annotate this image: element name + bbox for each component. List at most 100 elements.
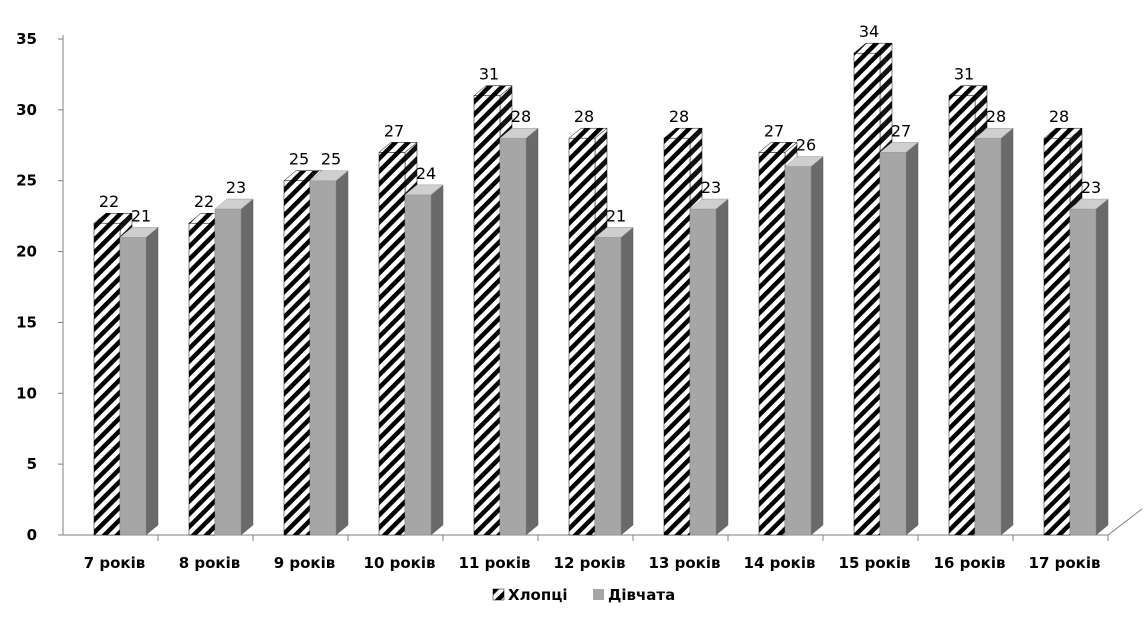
bar-front bbox=[309, 180, 337, 536]
bar-top bbox=[1043, 127, 1083, 139]
bar-top bbox=[594, 227, 634, 238]
bar-front bbox=[93, 222, 121, 536]
x-tick-label: 7 років bbox=[84, 554, 146, 572]
bar-front bbox=[663, 137, 691, 536]
bar-girls bbox=[689, 198, 729, 536]
data-label: 23 bbox=[1081, 178, 1101, 197]
bar-top bbox=[568, 127, 608, 139]
bar-top bbox=[378, 142, 418, 153]
data-label: 23 bbox=[226, 178, 246, 197]
bar-girls bbox=[1069, 198, 1109, 536]
bar-side bbox=[715, 198, 729, 536]
x-tick-label: 11 років bbox=[459, 554, 531, 572]
y-tick-label: 0 bbox=[27, 526, 37, 544]
y-tick-label: 10 bbox=[16, 384, 37, 402]
bar-top bbox=[404, 184, 444, 196]
data-label: 24 bbox=[416, 164, 436, 183]
bar-side bbox=[1000, 127, 1014, 536]
bar-top bbox=[879, 142, 919, 153]
bar-girls bbox=[214, 198, 254, 536]
data-label: 22 bbox=[194, 192, 214, 211]
data-label: 34 bbox=[859, 22, 879, 41]
bar-top bbox=[119, 227, 159, 238]
legend-swatch-boys bbox=[492, 588, 505, 601]
bar-girls bbox=[594, 226, 634, 536]
bar-top bbox=[499, 127, 539, 139]
y-tick-label: 5 bbox=[27, 455, 37, 473]
bar-girls bbox=[974, 127, 1014, 536]
x-tick-label: 13 років bbox=[649, 554, 721, 572]
bar-front bbox=[473, 95, 501, 536]
data-label: 28 bbox=[669, 107, 689, 126]
bar-girls bbox=[309, 170, 349, 536]
bar-top bbox=[853, 42, 893, 54]
bar-side bbox=[430, 184, 444, 536]
bar-top bbox=[974, 127, 1014, 139]
bar-front bbox=[404, 194, 432, 536]
bar-girls bbox=[784, 156, 824, 536]
floor-edge bbox=[1107, 508, 1143, 536]
bar-front bbox=[283, 180, 311, 536]
data-label: 27 bbox=[891, 121, 911, 140]
bar-front bbox=[188, 222, 216, 536]
bar-top bbox=[663, 127, 703, 139]
y-tick-label: 35 bbox=[16, 30, 37, 48]
data-labels: 22 21 22 23 25 25 27 24 31 28 28 21 28 23 27 26 34 27 31 28… bbox=[99, 22, 1101, 225]
data-label: 22 bbox=[99, 192, 119, 211]
bar-front bbox=[784, 166, 812, 536]
legend: Хлопці Дівчата bbox=[492, 586, 675, 604]
bar-top bbox=[758, 142, 798, 153]
data-label: 23 bbox=[701, 178, 721, 197]
bar-side bbox=[1095, 198, 1109, 536]
x-tick-label: 15 років bbox=[839, 554, 911, 572]
bar-front bbox=[879, 152, 907, 536]
bar-front bbox=[119, 237, 147, 536]
bar-top bbox=[1069, 198, 1109, 210]
y-tick-label: 30 bbox=[16, 101, 37, 119]
bar-front bbox=[499, 137, 527, 536]
legend-item-boys: Хлопці bbox=[492, 586, 567, 604]
bar-side bbox=[620, 226, 634, 536]
data-label: 27 bbox=[764, 121, 784, 140]
bar-side bbox=[905, 141, 919, 536]
x-tick-label: 14 років bbox=[744, 554, 816, 572]
x-tick-label: 9 років bbox=[274, 554, 336, 572]
legend-label-girls: Дівчата bbox=[608, 586, 675, 604]
data-label: 21 bbox=[606, 206, 626, 225]
axes: 0 5 10 15 20 25 30 35 7 років 8 років 9 років 10 ро… bbox=[16, 30, 1143, 572]
bar-front bbox=[758, 152, 786, 536]
bar-top bbox=[784, 156, 824, 167]
data-label: 28 bbox=[574, 107, 594, 126]
bar-top bbox=[309, 170, 349, 181]
bar-front bbox=[378, 152, 406, 536]
bar-top bbox=[93, 212, 133, 224]
bar-girls bbox=[119, 226, 159, 536]
data-label: 21 bbox=[131, 206, 151, 225]
bar-front bbox=[1043, 137, 1071, 536]
y-tick-label: 20 bbox=[16, 243, 37, 261]
data-label: 31 bbox=[479, 65, 499, 84]
x-tick-label: 16 років bbox=[934, 554, 1006, 572]
bar-front bbox=[689, 208, 717, 536]
data-label: 31 bbox=[954, 65, 974, 84]
data-label: 26 bbox=[796, 136, 816, 155]
data-label: 25 bbox=[289, 150, 309, 169]
x-tick-label: 17 років bbox=[1029, 554, 1101, 572]
y-tick-label: 25 bbox=[16, 172, 37, 190]
bar-side bbox=[240, 198, 254, 536]
bar-top bbox=[689, 198, 729, 210]
bar-front bbox=[974, 137, 1002, 536]
x-tick-label: 12 років bbox=[554, 554, 626, 572]
legend-item-girls: Дівчата bbox=[593, 586, 675, 604]
bar-front bbox=[1069, 208, 1097, 536]
data-label: 28 bbox=[1049, 107, 1069, 126]
legend-label-boys: Хлопці bbox=[508, 586, 567, 604]
legend-swatch-girls bbox=[593, 589, 604, 600]
bars bbox=[93, 42, 1109, 536]
x-tick-label: 8 років bbox=[179, 554, 241, 572]
bar-girls bbox=[499, 127, 539, 536]
bar-girls bbox=[879, 141, 919, 536]
bar-front bbox=[568, 137, 596, 536]
y-tick-label: 15 bbox=[16, 313, 37, 331]
